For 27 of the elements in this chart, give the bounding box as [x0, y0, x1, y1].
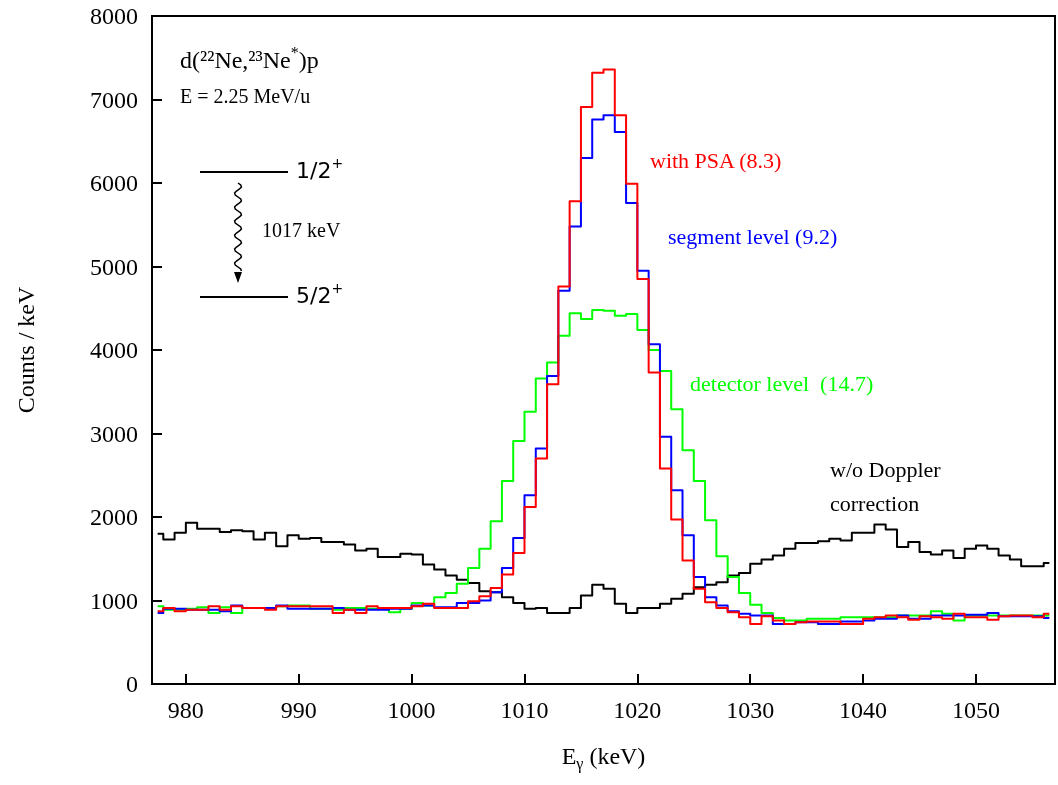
x-tick-label: 980: [167, 697, 204, 723]
x-tick-label: 1030: [726, 697, 775, 723]
y-tick-label: 8000: [90, 3, 138, 29]
y-axis-title: Counts / keV: [13, 286, 39, 414]
y-tick-label: 0: [126, 671, 138, 697]
x-tick-label: 1050: [951, 697, 1000, 723]
series-label: with PSA (8.3): [650, 147, 782, 173]
annotation: 1/2+: [296, 155, 344, 183]
y-tick-label: 1000: [90, 587, 138, 614]
y-tick-label: 2000: [90, 504, 138, 530]
x-tick-label: 1040: [839, 697, 888, 723]
x-tick-label: 990: [280, 697, 317, 723]
annotation: 1017 keV: [262, 219, 341, 241]
y-tick-label: 3000: [90, 420, 138, 447]
series-label: segment level (9.2): [668, 223, 838, 249]
x-tick-label: 1010: [500, 697, 549, 723]
annotation: 5/2+: [296, 280, 344, 308]
series-label: detector level (14.7): [690, 370, 874, 396]
y-tick-label: 7000: [90, 86, 138, 113]
x-tick-label: 1020: [613, 697, 662, 723]
x-tick-label: 1000: [387, 697, 436, 723]
annotation: d(²²Ne,²³Ne*)p: [180, 43, 319, 73]
annotation: E = 2.25 MeV/u: [180, 85, 311, 107]
y-tick-label: 6000: [90, 170, 138, 196]
series-label: w/o Doppler correction: [830, 456, 947, 516]
y-tick-label: 4000: [90, 337, 138, 363]
y-tick-label: 5000: [90, 253, 138, 280]
